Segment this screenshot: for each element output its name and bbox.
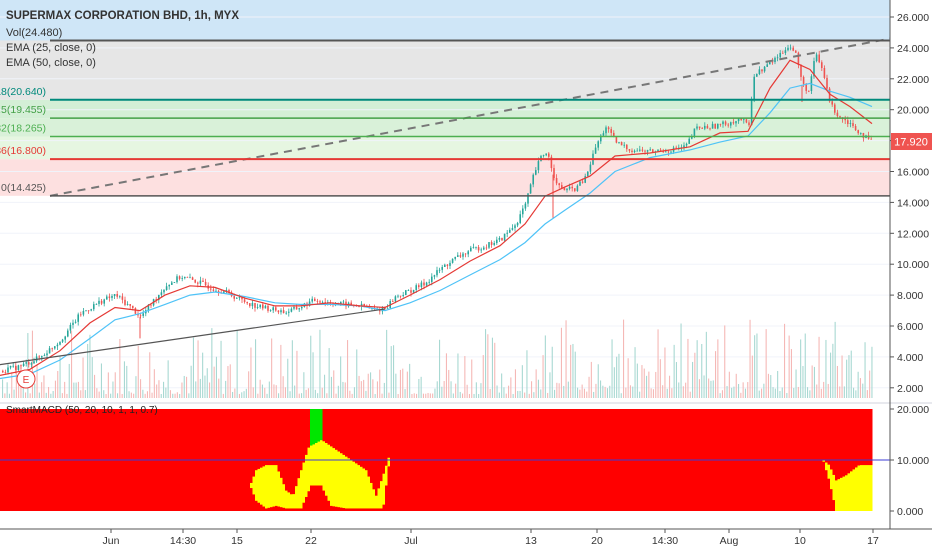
y-tick-label: 6.000 <box>897 321 923 333</box>
chart-title: SUPERMAX CORPORATION BHD, 1h, MYX <box>6 10 239 22</box>
price-pane-background <box>0 0 890 100</box>
fib-label: 0.382(18.265) <box>0 123 46 135</box>
y-tick-label: 22.000 <box>897 74 929 86</box>
x-tick-label: 13 <box>525 535 537 547</box>
last-price: 17.920 <box>894 137 928 149</box>
earnings-icon: E <box>23 375 30 386</box>
trendline-dashed <box>49 37 891 197</box>
last-price-badge: 17.920 <box>891 133 932 150</box>
fibonacci-zones <box>0 99 890 196</box>
y-tick-label: 26.000 <box>897 12 929 24</box>
y-tick-label: 20.000 <box>897 105 929 117</box>
y-tick-label: 12.000 <box>897 228 929 240</box>
fibonacci-labels: 0(14.425) 0.236(16.800) 0.382(18.265) 0.5(1… <box>0 39 890 197</box>
y-tick-label: 10.000 <box>897 259 929 271</box>
ema-lines <box>0 59 873 380</box>
x-tick-label: 17 <box>867 535 879 547</box>
x-tick-label: 20 <box>591 535 603 547</box>
vol-label: Vol(24.480) <box>6 27 62 39</box>
ema25-line <box>0 59 873 376</box>
legend: SUPERMAX CORPORATION BHD, 1h, MYX Vol(24… <box>6 10 239 69</box>
earnings-marker[interactable]: E <box>16 369 36 389</box>
y-tick-label: 14.000 <box>897 197 929 209</box>
fib-label: 0(14.425) <box>1 182 46 194</box>
smartmacd-pane <box>0 402 932 516</box>
x-tick-label: 15 <box>231 535 243 547</box>
y-tick-label: 24.000 <box>897 43 929 55</box>
fib-label: 0.236(16.800) <box>0 145 46 157</box>
ind-y-tick-label: 20.000 <box>897 404 929 416</box>
y-tick-label: 2.000 <box>897 383 923 395</box>
price-candles <box>2 44 872 375</box>
x-tick-label: Aug <box>720 535 739 547</box>
fib-label: 0.618(20.640) <box>0 86 46 98</box>
trendline-solid <box>0 308 386 366</box>
ema50-legend: EMA (50, close, 0) <box>6 57 96 69</box>
x-tick-label: Jun <box>103 535 120 547</box>
x-tick-label: 10 <box>794 535 806 547</box>
x-tick-label: Jul <box>404 535 417 547</box>
y-tick-label: 8.000 <box>897 290 923 302</box>
ind-y-tick-label: 0.000 <box>897 506 923 518</box>
y-tick-label: 16.000 <box>897 167 929 179</box>
trendlines[interactable] <box>0 37 891 366</box>
indicator-label: SmartMACD (50, 20, 10, 1, 1, 0.7) <box>6 405 158 416</box>
x-tick-label: 14:30 <box>652 535 678 547</box>
volume-bars <box>2 319 873 398</box>
y-tick-label: 4.000 <box>897 352 923 364</box>
fib-label: 0.5(19.455) <box>0 104 46 116</box>
ind-y-tick-label: 10.000 <box>897 455 929 467</box>
x-tick-label: 22 <box>305 535 317 547</box>
ema50-line <box>0 82 873 380</box>
x-tick-label: 14:30 <box>170 535 196 547</box>
price-grid <box>0 16 890 389</box>
ema25-legend: EMA (25, close, 0) <box>6 42 96 54</box>
